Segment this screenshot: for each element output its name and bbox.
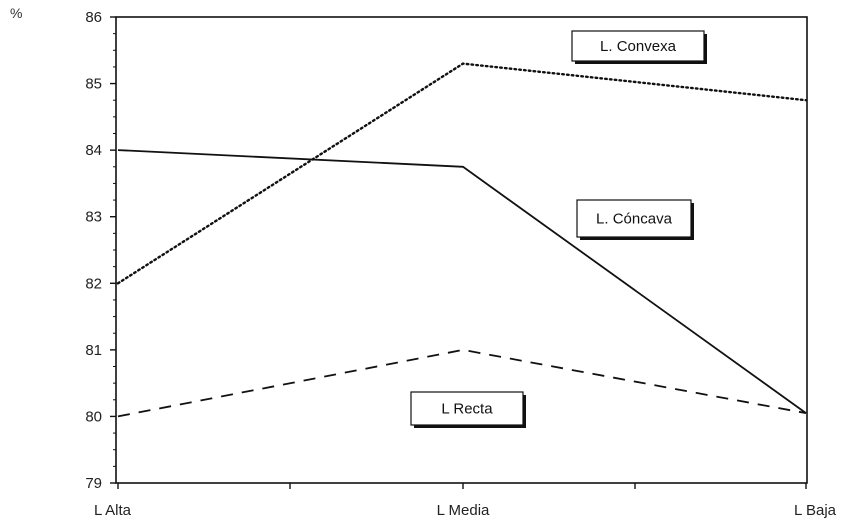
series-label-box [571,30,705,62]
y-tick-label: 83 [85,209,102,226]
x-tick-label: L Baja [794,502,837,519]
series-label: L. Cóncava [596,211,673,228]
series-label-box [576,199,692,238]
y-tick-label: 85 [85,76,102,93]
x-tick-label: L Alta [94,502,132,519]
y-unit-label: % [10,5,22,21]
y-tick-label: 81 [85,342,102,359]
series-lines [116,62,808,418]
y-tick-label: 86 [85,9,102,26]
y-tick-label: 82 [85,275,102,292]
x-axis: L Alta L Media L Baja [94,483,837,519]
y-tick-label: 84 [85,142,102,159]
series-label-box [410,391,524,426]
y-tick-label: 80 [85,408,102,425]
y-axis: 79 80 81 82 83 84 85 86 [85,9,116,492]
series-line [116,62,808,285]
series-label: L Recta [441,401,493,418]
series-label: L. Convexa [600,38,677,55]
x-tick-label: L Media [437,502,490,519]
y-tick-label: 79 [85,475,102,492]
series-labels: L. Convexa L. Cóncava L Recta [410,30,707,428]
series-line [117,149,807,414]
